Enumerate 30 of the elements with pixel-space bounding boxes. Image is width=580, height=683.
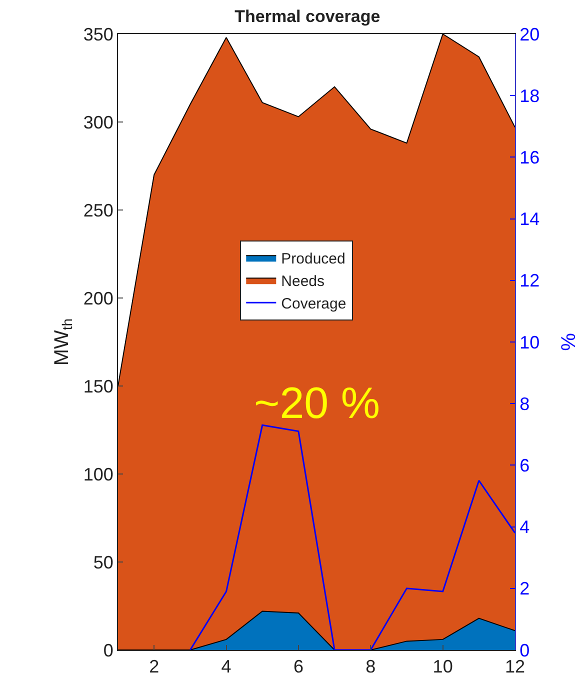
legend-label: Produced	[281, 250, 346, 268]
legend-label: Needs	[281, 273, 325, 290]
y2-tick-label: 20	[520, 24, 540, 44]
x-tick-label: 10	[432, 656, 453, 677]
y2-tick-label: 12	[520, 270, 540, 291]
y2-tick-label: 16	[520, 148, 540, 168]
y2-tick-label: 10	[520, 332, 540, 352]
y-tick-label: 200	[83, 288, 114, 308]
y2-tick-label: 8	[520, 394, 530, 414]
y-tick-label: 100	[83, 464, 114, 484]
y2-tick-label: 2	[520, 578, 530, 599]
annotation: ~20 %	[254, 379, 380, 428]
y2-tick-label: 14	[520, 209, 540, 230]
chart-title: Thermal coverage	[234, 7, 380, 26]
y2-tick-label: 18	[520, 86, 540, 106]
y-tick-label: 50	[93, 552, 114, 572]
x-tick-label: 2	[149, 656, 160, 677]
y2-axis-title: %	[558, 332, 580, 351]
x-tick-label: 4	[221, 656, 232, 677]
y-tick-label: 150	[83, 376, 114, 396]
y2-tick-label: 6	[520, 456, 530, 476]
y-tick-label: 0	[103, 640, 114, 660]
y-tick-label: 250	[83, 200, 114, 220]
y-tick-label: 350	[83, 24, 114, 44]
x-tick-label: 6	[293, 656, 304, 677]
line-series	[189, 424, 515, 650]
y2-tick-label: 4	[520, 517, 530, 538]
x-tick-label: 8	[366, 656, 376, 677]
legend-label: Coverage	[281, 296, 346, 312]
y-tick-label: 300	[83, 112, 114, 132]
